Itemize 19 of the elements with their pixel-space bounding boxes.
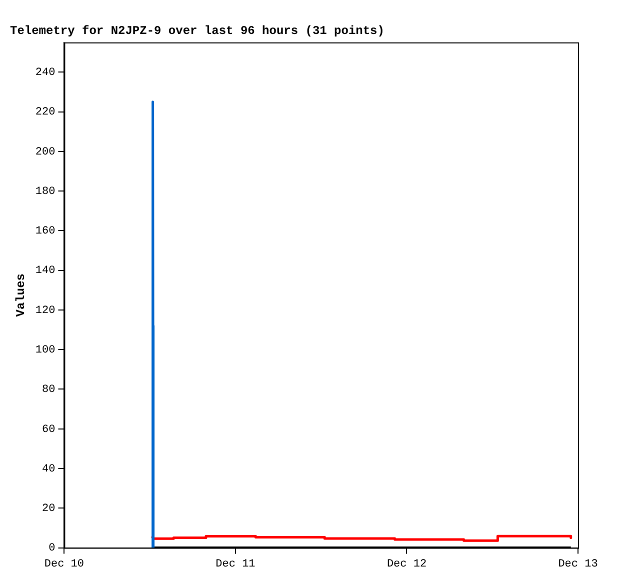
y-tick-label: 200 (35, 146, 56, 158)
x-tick-label: Dec 10 (44, 558, 84, 570)
x-tick-label: Dec 11 (216, 558, 256, 570)
y-tick-label: 60 (42, 424, 56, 436)
y-tick-label: 100 (35, 344, 56, 357)
x-tick-label: Dec 13 (558, 558, 598, 570)
y-tick-label: 180 (35, 186, 56, 198)
y-axis-title: Values (14, 273, 28, 317)
y-tick-label: 160 (35, 226, 56, 238)
y-tick-label: 0 (48, 542, 56, 555)
y-tick-label: 120 (35, 304, 56, 317)
x-tick-label: Dec 12 (386, 558, 427, 570)
y-tick-label: 220 (35, 106, 56, 119)
y-tick-label: 20 (42, 503, 56, 516)
y-tick-label: 140 (35, 265, 56, 278)
y-tick-label: 240 (35, 67, 56, 80)
y-tick-label: 80 (42, 384, 56, 396)
chart-title: Telemetry for N2JPZ-9 over last 96 hours (31 points) (10, 24, 384, 38)
y-tick-label: 40 (42, 463, 56, 476)
